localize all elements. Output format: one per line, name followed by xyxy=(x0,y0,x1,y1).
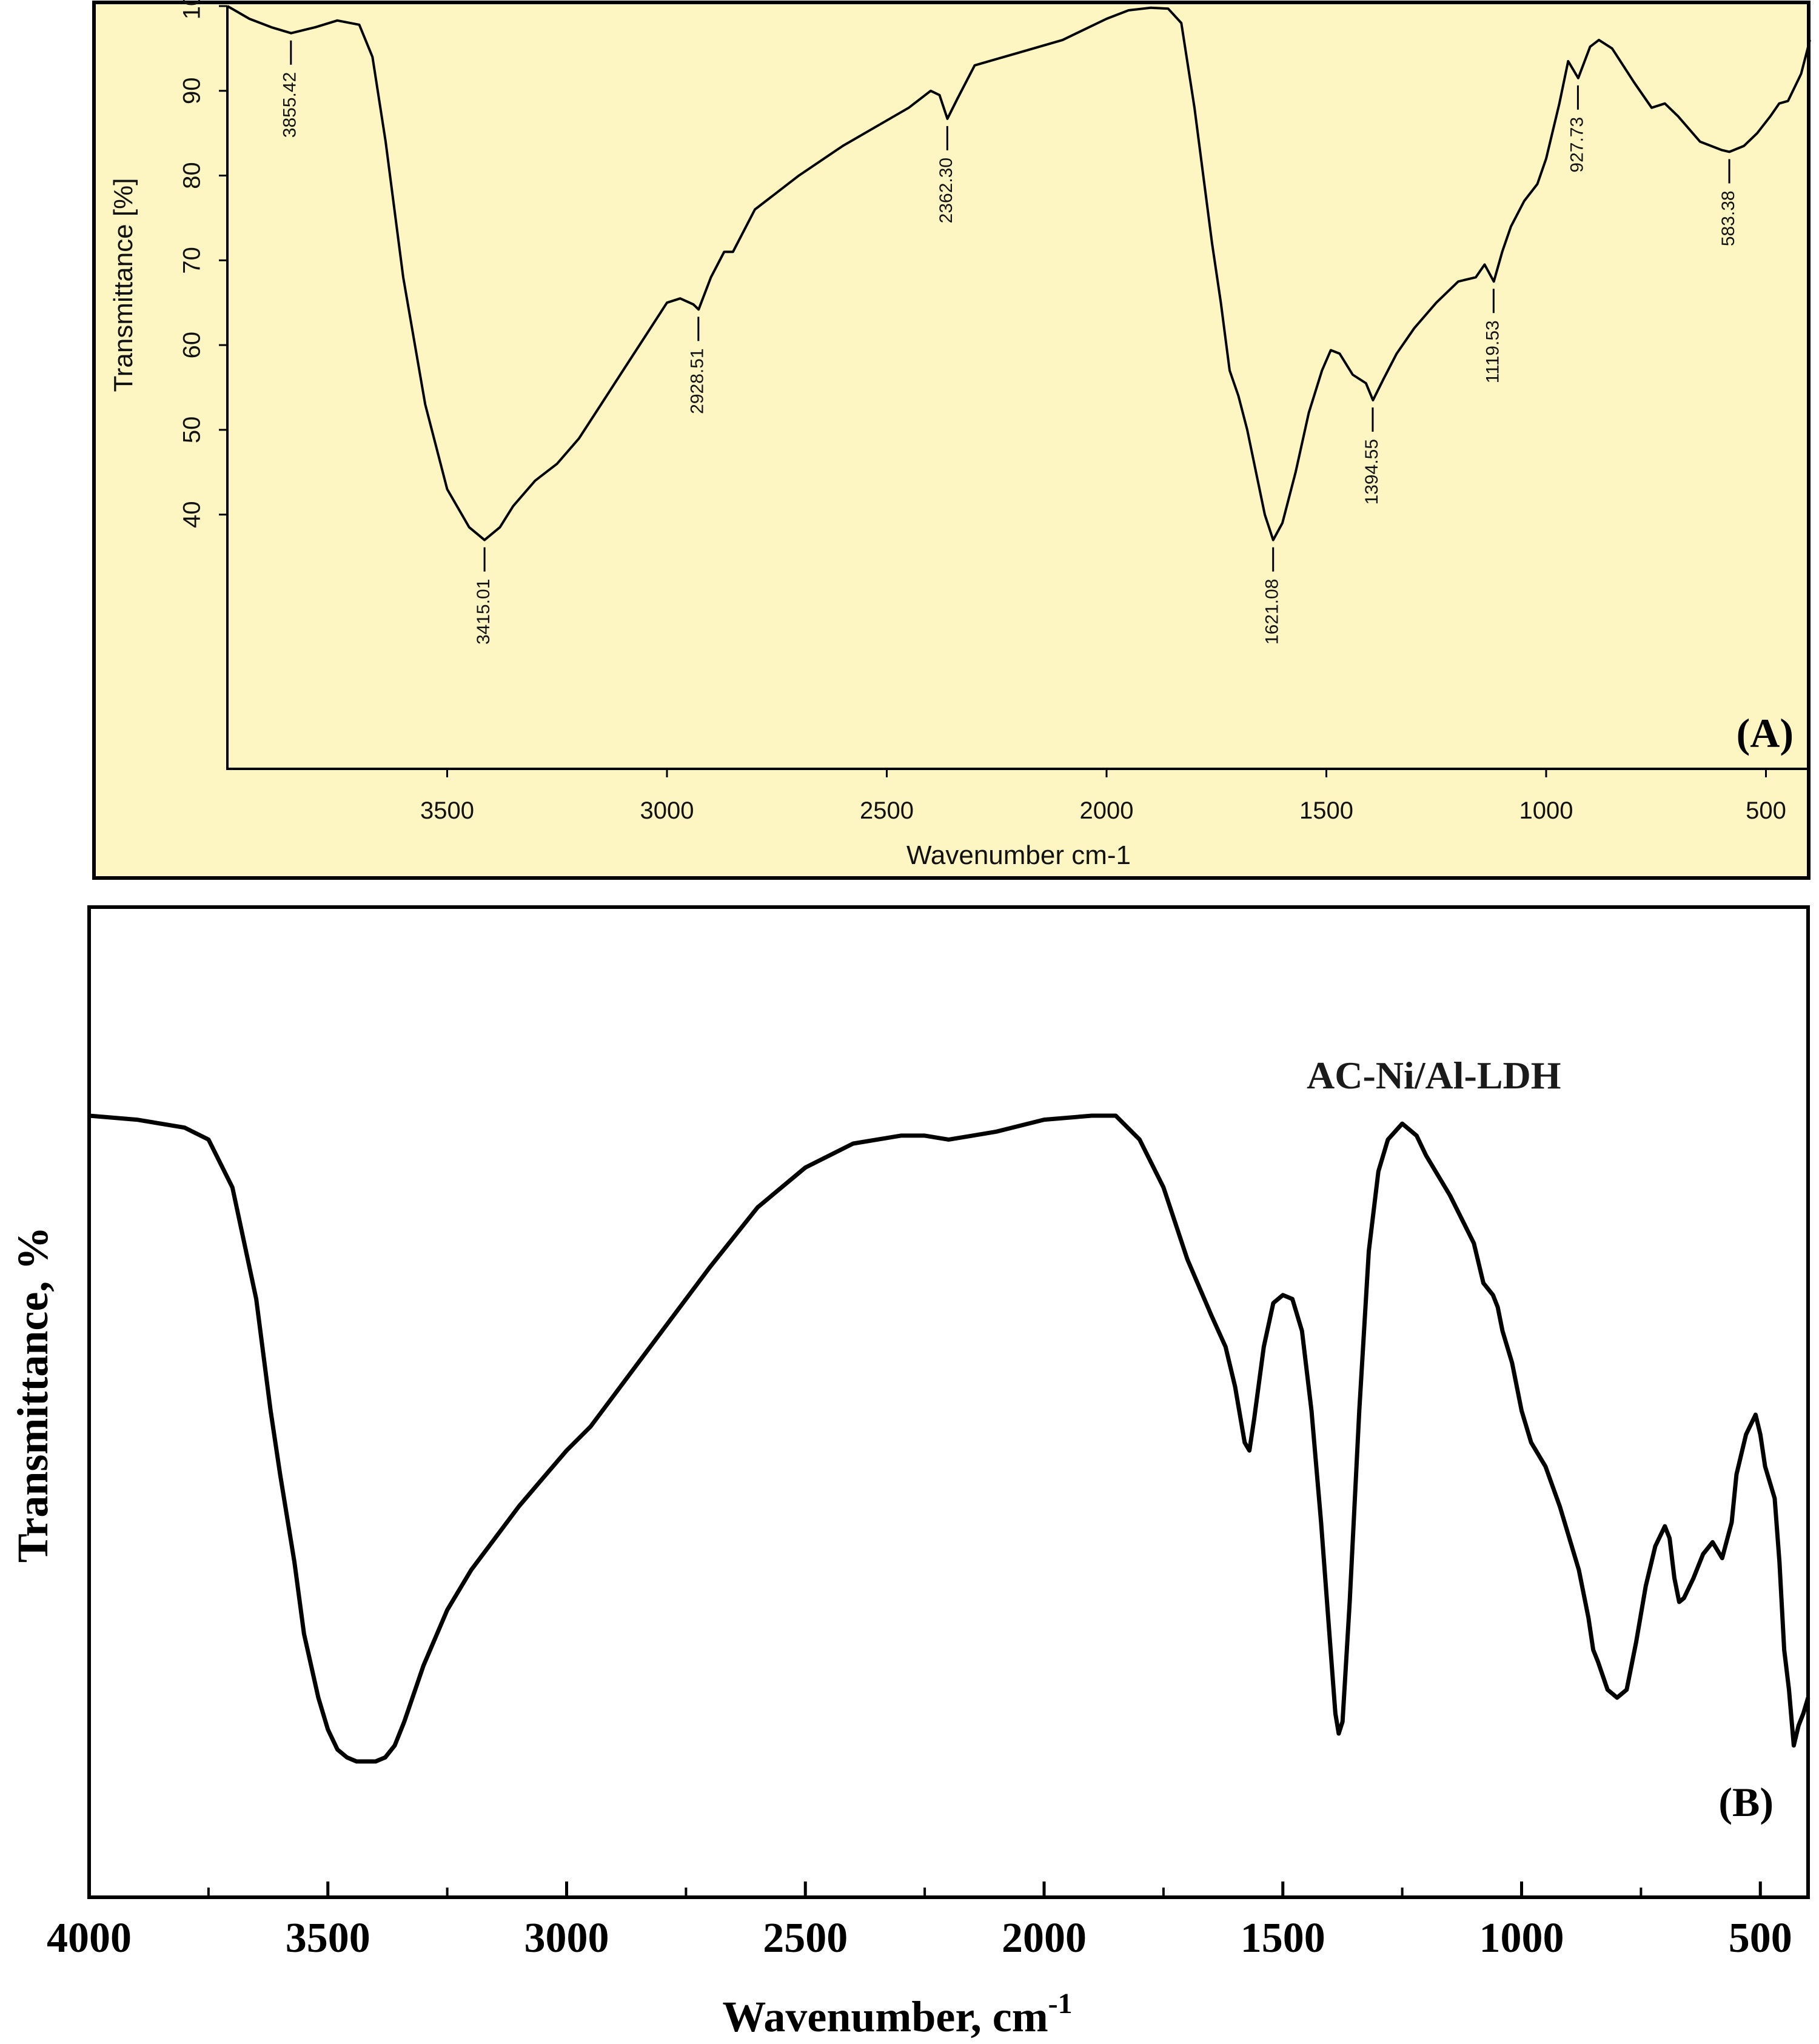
panel-a-peak-label: 2362.30 xyxy=(936,158,956,223)
panel-b-xlabel: Wavenumber, cm-1 xyxy=(722,1988,1072,2041)
panel-b-ylabel: Transmittance, % xyxy=(8,1227,57,1563)
panel-a-x-tick-label: 2000 xyxy=(1080,797,1134,824)
panel-b-xlabel-superscript: -1 xyxy=(1048,1988,1073,2020)
panel-a-peak-label: 1394.55 xyxy=(1362,439,1382,504)
panel-a-y-tick-label: 10 xyxy=(179,0,206,19)
panel-b-xlabel-text: Wavenumber, cm xyxy=(722,1992,1048,2041)
panel-a-peak-label: 1119.53 xyxy=(1482,320,1502,383)
panel-a-peak-label: 2928.51 xyxy=(688,348,708,414)
panel-a-label: (A) xyxy=(1737,710,1794,756)
panel-b-x-tick-label: 1500 xyxy=(1241,1915,1325,1962)
panel-a-background xyxy=(92,1,1811,880)
panel-a-ylabel: Transmittance [%] xyxy=(109,178,138,392)
panel-a-x-tick-label: 1500 xyxy=(1299,797,1353,824)
panel-b-x-tick-label: 500 xyxy=(1729,1915,1792,1962)
panel-b-x-tick-label: 4000 xyxy=(47,1915,132,1962)
panel-a-ticks: 3500 3000 2500 2000 1500 1000 500 40 50 60 70 80 90 1… xyxy=(179,0,1786,824)
panel-b-series-label: AC-Ni/Al-LDH xyxy=(1307,1054,1561,1097)
panel-a-peak-label: 583.38 xyxy=(1718,190,1738,246)
panel-a-peak-label: 1621.08 xyxy=(1262,579,1282,645)
panel-a-peak-label: 3855.42 xyxy=(280,72,300,138)
panel-a-y-tick-label: 40 xyxy=(179,501,206,528)
panel-a-x-tick-label: 500 xyxy=(1746,797,1786,824)
panel-b: 4000 3500 3000 2500 2000 1500 1000 500 AC-Ni/Al… xyxy=(8,905,1811,2041)
panel-a-x-tick-label: 3000 xyxy=(640,797,694,824)
panel-a-peak-label: 3415.01 xyxy=(474,579,494,645)
panel-a: 3500 3000 2500 2000 1500 1000 500 40 50 60 70 80 90 1… xyxy=(92,0,1811,880)
panel-a-y-tick-label: 70 xyxy=(179,247,206,274)
panel-a-y-tick-label: 60 xyxy=(179,332,206,359)
panel-b-ticks: 4000 3500 3000 2500 2000 1500 1000 500 xyxy=(47,1881,1792,1962)
panel-b-x-tick-label: 3500 xyxy=(286,1915,370,1962)
panel-a-peak-annotations: 3855.42 3415.01 2928.51 2362.30 1621.08 1394.… xyxy=(280,40,1738,645)
panel-b-x-tick-label: 3000 xyxy=(524,1915,609,1962)
panel-a-y-tick-label: 50 xyxy=(179,417,206,444)
panel-a-y-tick-label: 90 xyxy=(179,78,206,105)
panel-a-xlabel: Wavenumber cm-1 xyxy=(906,840,1131,870)
panel-b-spectrum-line xyxy=(89,1113,1811,1764)
panel-b-x-tick-label: 2500 xyxy=(763,1915,848,1962)
panel-a-x-tick-label: 2500 xyxy=(860,797,914,824)
panel-a-x-tick-label: 1000 xyxy=(1519,797,1573,824)
panel-a-x-tick-label: 3500 xyxy=(420,797,474,824)
panel-b-x-tick-label: 2000 xyxy=(1002,1915,1087,1962)
panel-b-label: (B) xyxy=(1718,1779,1774,1825)
panel-a-spectrum-line xyxy=(226,5,1811,541)
panel-a-y-tick-label: 80 xyxy=(179,162,206,189)
panel-b-x-tick-label: 1000 xyxy=(1479,1915,1564,1962)
panel-a-peak-label: 927.73 xyxy=(1567,117,1587,173)
